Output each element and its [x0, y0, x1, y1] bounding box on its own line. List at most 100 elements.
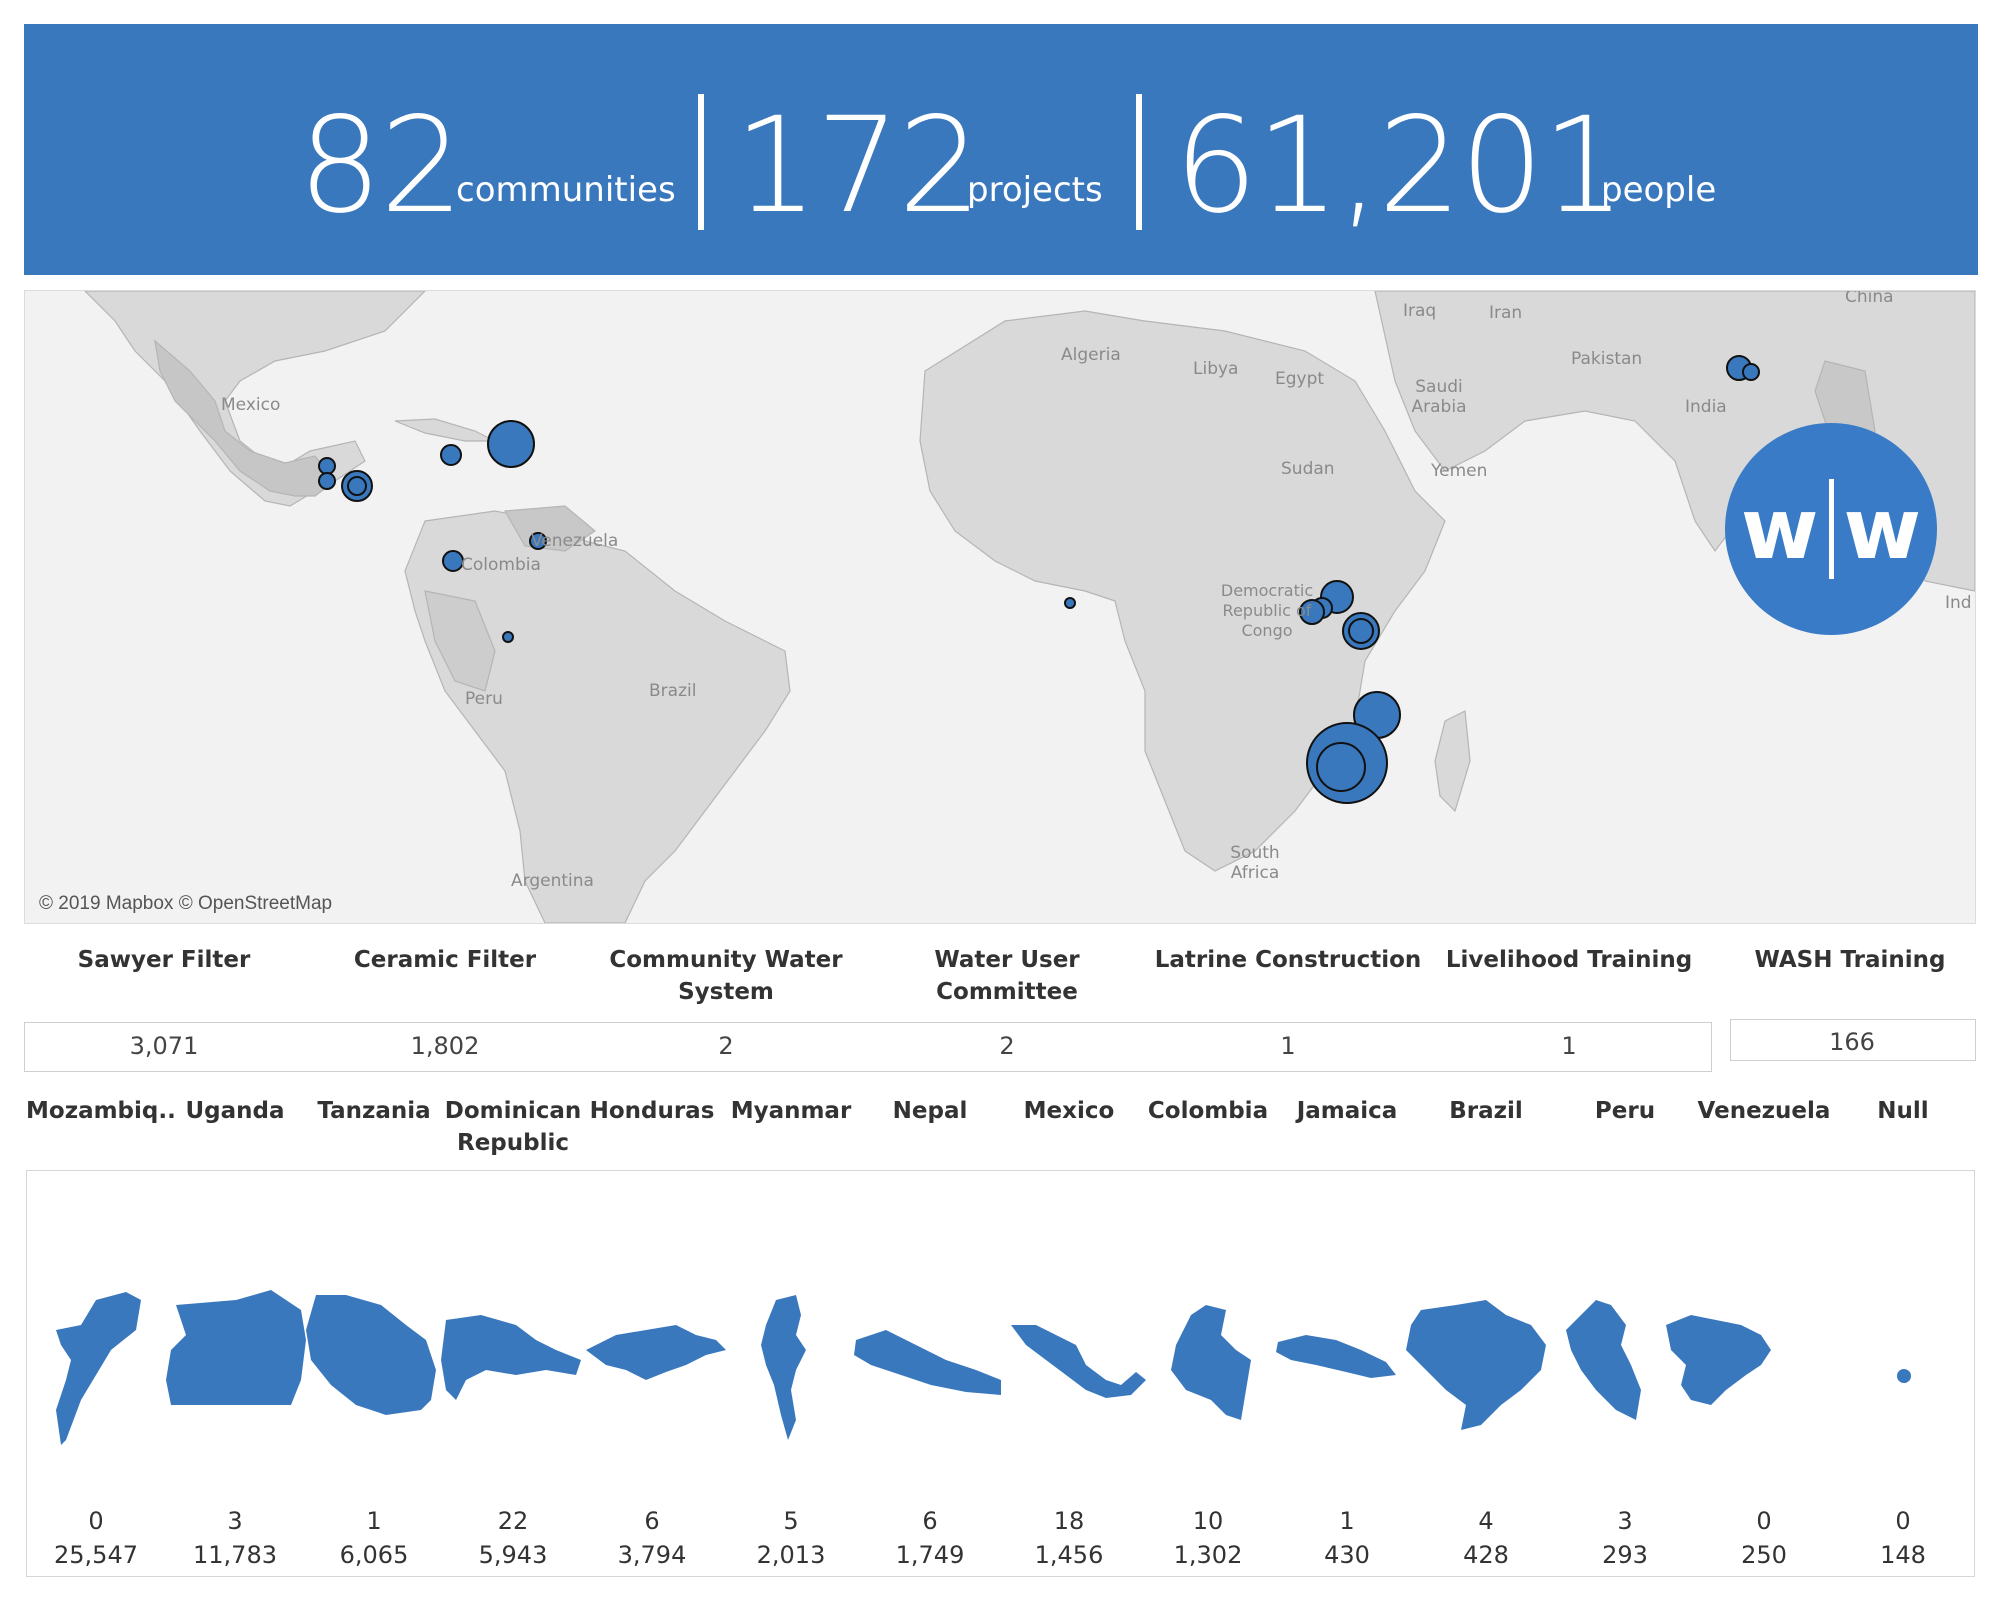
country-label: Mexico: [1023, 1098, 1115, 1124]
map-label-pakistan: Pakistan: [1571, 349, 1643, 369]
map-label-sudan: Sudan: [1281, 459, 1335, 479]
map-land-africa: [919, 310, 1446, 872]
kpi-projects-number: 172: [734, 89, 982, 243]
map-label-yemen: Yemen: [1431, 461, 1488, 481]
project-type-value[interactable]: 1: [1561, 1032, 1577, 1060]
country-people: 428: [1463, 1541, 1509, 1569]
null-shape: [1897, 1369, 1911, 1383]
map-marker: [318, 457, 336, 475]
map-land-madagascar: [1434, 710, 1471, 813]
map-marker: [347, 476, 367, 496]
map-label-egypt: Egypt: [1275, 369, 1325, 389]
map-label-iraq: Iraq: [1403, 301, 1437, 321]
country-people: 1,749: [895, 1541, 965, 1569]
project-type-value[interactable]: 1: [1280, 1032, 1296, 1060]
country-people: 250: [1741, 1541, 1787, 1569]
country-label: Brazil: [1449, 1098, 1523, 1124]
myanmar-shape: [761, 1295, 806, 1440]
map-marker: [487, 420, 535, 468]
map-land-caribbean: [394, 418, 496, 442]
map-label-china: China: [1845, 290, 1894, 307]
map-label-iran: Iran: [1489, 303, 1523, 323]
map-marker: [1348, 618, 1374, 644]
map-label-libya: Libya: [1193, 359, 1239, 379]
brazil-shape: [1406, 1300, 1546, 1430]
country-label: Uganda: [185, 1098, 285, 1124]
wash-training-box: [1730, 1019, 1976, 1061]
project-type-values-box: [24, 1022, 1712, 1072]
country-label: Venezuela: [1697, 1098, 1831, 1124]
country-communities: 18: [1053, 1507, 1085, 1535]
map-label-ind: Ind: [1945, 593, 1972, 613]
map-marker: [529, 532, 547, 550]
map-label-venezuela: Venezuela: [531, 531, 619, 551]
map-credit[interactable]: © 2019 Mapbox © OpenStreetMap: [39, 893, 333, 914]
project-type-label: Ceramic Filter: [353, 947, 537, 973]
honduras-shape: [586, 1325, 726, 1380]
country-people: 3,794: [617, 1541, 687, 1569]
country-people: 2,013: [756, 1541, 826, 1569]
map-land-peru: [424, 590, 496, 692]
project-type-label: Sawyer Filter: [77, 947, 251, 973]
map-label-argentina: Argentina: [511, 871, 594, 891]
map-label-algeria: Algeria: [1061, 345, 1121, 365]
logo: w w: [1725, 423, 1937, 635]
map-label-saudi-arabia: Saudi Arabia: [1411, 377, 1467, 417]
project-type-label: WASH Training: [1754, 947, 1946, 973]
tanzania-shape: [306, 1295, 436, 1415]
world-map[interactable]: Algeria Libya Egypt Iraq Iran China Paki…: [24, 290, 1976, 924]
country-label: Honduras: [589, 1098, 715, 1124]
map-marker: [442, 550, 464, 572]
map-marker: [1299, 599, 1325, 625]
country-label: Mozambiq..: [26, 1098, 176, 1124]
country-communities: 5: [783, 1507, 799, 1535]
project-type-value[interactable]: 3,071: [129, 1032, 199, 1060]
country-communities: 3: [227, 1507, 243, 1535]
project-type-value[interactable]: 2: [999, 1032, 1015, 1060]
venezuela-shape: [1666, 1315, 1771, 1405]
country-people: 11,783: [193, 1541, 277, 1569]
country-communities: 1: [366, 1507, 382, 1535]
country-label: Myanmar: [730, 1098, 852, 1124]
project-type-label: Community Water System: [609, 947, 843, 1005]
country-people: 6,065: [339, 1541, 409, 1569]
country-people: 1,456: [1034, 1541, 1104, 1569]
mozambique-shape: [56, 1292, 141, 1445]
country-label: Dominican Republic: [444, 1098, 582, 1156]
map-canvas: [84, 291, 1975, 923]
colombia-shape: [1171, 1305, 1251, 1420]
country-label: Colombia: [1147, 1098, 1269, 1124]
map-marker: [1742, 363, 1760, 381]
project-type-label: Latrine Construction: [1154, 947, 1422, 973]
country-people: 293: [1602, 1541, 1648, 1569]
kpi-people-unit: people: [1601, 170, 1717, 210]
kpi-communities-number: 82: [298, 89, 464, 243]
country-people: 25,547: [54, 1541, 138, 1569]
country-communities: 3: [1617, 1507, 1633, 1535]
kpi-separator: [1136, 94, 1142, 230]
country-communities: 22: [497, 1507, 529, 1535]
country-shapes: [56, 1290, 1911, 1445]
country-label: Peru: [1594, 1098, 1656, 1124]
map-label-india: India: [1685, 397, 1727, 417]
country-people: 5,943: [478, 1541, 548, 1569]
project-type-value[interactable]: 1,802: [410, 1032, 480, 1060]
country-communities: 6: [644, 1507, 660, 1535]
map-marker: [318, 472, 336, 490]
map-land-mexico: [154, 339, 336, 497]
country-label: Null: [1877, 1098, 1929, 1124]
map-land-south-america: [404, 510, 791, 923]
jamaica-shape: [1276, 1335, 1396, 1378]
country-communities: 0: [1756, 1507, 1772, 1535]
project-type-value[interactable]: 2: [718, 1032, 734, 1060]
map-label-mexico: Mexico: [221, 395, 281, 415]
nepal-shape: [854, 1330, 1001, 1395]
country-communities: 6: [922, 1507, 938, 1535]
map-marker: [1316, 742, 1366, 792]
logo-divider: [1828, 479, 1834, 579]
map-label-south-africa: South Africa: [1230, 843, 1280, 883]
logo-letter-left: w: [1740, 480, 1819, 578]
dominican-shape: [441, 1315, 581, 1400]
project-type-value[interactable]: 166: [1829, 1028, 1875, 1056]
country-communities: 4: [1478, 1507, 1494, 1535]
